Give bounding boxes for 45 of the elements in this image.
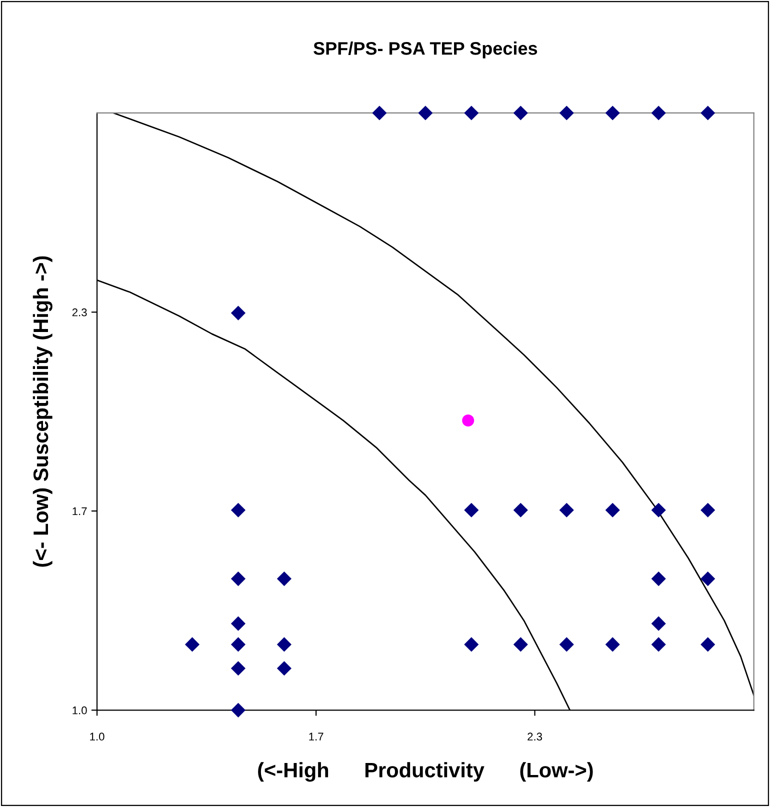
point <box>651 502 666 518</box>
y-tick-label: 1.0 <box>72 706 87 714</box>
y-tick-label: 1.7 <box>72 507 87 516</box>
point <box>513 637 528 652</box>
point <box>651 106 666 120</box>
point <box>372 106 387 120</box>
point <box>418 106 433 120</box>
chart-title: SPF/PS- PSA TEP Species <box>314 42 538 58</box>
point <box>276 571 292 586</box>
point <box>230 637 246 652</box>
point <box>230 502 246 518</box>
point <box>276 661 292 676</box>
point <box>700 571 716 586</box>
x-axis-title: (<-High Productivity (Low->) <box>258 762 593 782</box>
point <box>700 637 716 652</box>
point <box>184 637 200 652</box>
y-tick-label: 2.3 <box>72 308 87 316</box>
point <box>559 106 574 120</box>
point <box>230 661 246 676</box>
line-series <box>112 112 754 696</box>
point <box>230 571 246 586</box>
point <box>230 616 246 631</box>
point <box>559 637 574 652</box>
point <box>276 637 292 652</box>
x-tick-label: 1.7 <box>309 732 324 740</box>
x-tick-label: 1.0 <box>90 732 104 741</box>
point <box>513 106 528 120</box>
y-axis-title: (<- Low) Susceptibility (High ->) <box>32 256 52 567</box>
point <box>462 414 474 427</box>
point <box>464 502 479 518</box>
point <box>230 702 246 718</box>
point <box>700 502 716 518</box>
point <box>605 637 620 652</box>
point <box>230 306 246 320</box>
point <box>651 637 666 652</box>
x-tick-label: 2.3 <box>528 732 542 741</box>
point <box>605 502 620 518</box>
point <box>464 637 479 652</box>
point <box>513 502 528 518</box>
point <box>464 106 479 120</box>
point <box>651 616 666 631</box>
point <box>605 106 620 120</box>
point <box>700 106 716 120</box>
point <box>651 571 666 586</box>
point <box>559 502 574 518</box>
